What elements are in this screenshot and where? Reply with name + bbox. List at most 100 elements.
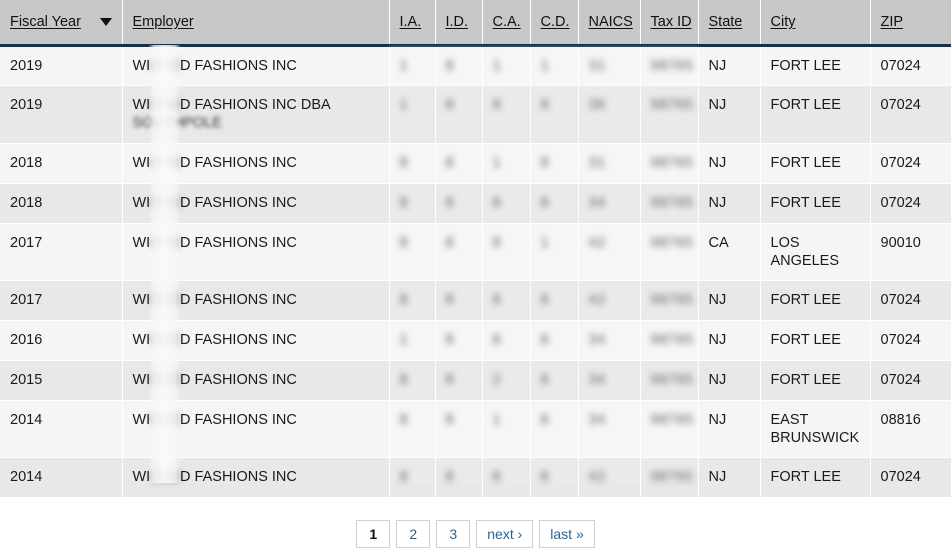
cell-employer: WICKED FASHIONS INC (122, 320, 390, 361)
cell-zip: 07024 (870, 183, 951, 224)
cell-ca: 1 (482, 45, 531, 86)
column-header-label-fiscal-year[interactable]: Fiscal Year (10, 13, 81, 30)
table-row: 2017 WICKED FASHIONS INC 8 8 8 8 42 98765 NJ FORT… (0, 280, 951, 321)
table-header: Fiscal Year Employer I.A. I.D. C.A. (0, 0, 951, 47)
column-header-naics[interactable]: NAICS (578, 0, 641, 47)
cell-fiscal-year: 2018 (0, 183, 123, 224)
column-header-label-tax-id[interactable]: Tax ID (650, 13, 692, 30)
column-header-zip[interactable]: ZIP (870, 0, 951, 47)
column-header-ia[interactable]: I.A. (389, 0, 436, 47)
cell-tax-id: 98765 (640, 360, 699, 401)
cell-ia: 8 (389, 223, 436, 281)
cell-cd: 8 (530, 457, 579, 498)
cell-ia: 8 (389, 143, 436, 184)
cell-tax-id: 98765 (640, 457, 699, 498)
table-row: 2014 WICKED FASHIONS INC 8 8 8 8 42 98765 NJ FORT… (0, 457, 951, 498)
column-header-city[interactable]: City (760, 0, 871, 47)
employer-name: WICKED FASHIONS INC (132, 194, 297, 211)
column-header-label-id[interactable]: I.D. (445, 13, 469, 30)
employer-name: WICKED FASHIONS INC (132, 57, 297, 74)
cell-state: NJ (698, 280, 761, 321)
cell-state: NJ (698, 360, 761, 401)
pagination-last-button[interactable]: last » (539, 519, 595, 548)
cell-zip: 07024 (870, 280, 951, 321)
cell-naics: 34 (578, 183, 641, 224)
column-header-label-cd[interactable]: C.D. (540, 13, 570, 30)
cell-cd: 8 (530, 85, 579, 144)
cell-naics: 42 (578, 280, 641, 321)
cell-naics: 34 (578, 360, 641, 401)
cell-ca: 8 (482, 85, 531, 144)
cell-naics: 36 (578, 85, 641, 144)
column-header-label-zip[interactable]: ZIP (880, 13, 904, 30)
column-header-label-employer[interactable]: Employer (132, 13, 194, 30)
column-header-ca[interactable]: C.A. (482, 0, 531, 47)
cell-naics: 34 (578, 320, 641, 361)
pagination: 1 2 3 next › last » (0, 519, 951, 548)
column-header-fiscal-year[interactable]: Fiscal Year (0, 0, 123, 47)
cell-zip: 90010 (870, 223, 951, 281)
cell-employer: WICKED FASHIONS INC (122, 457, 390, 498)
pagination-current-page: 1 (356, 519, 391, 548)
cell-fiscal-year: 2017 (0, 280, 123, 321)
cell-ca: 1 (482, 400, 531, 458)
cell-naics: 31 (578, 45, 641, 86)
cell-ca: 1 (482, 143, 531, 184)
employer-name: WICKED FASHIONS INC (132, 291, 297, 308)
cell-fiscal-year: 2019 (0, 85, 123, 144)
cell-zip: 07024 (870, 320, 951, 361)
cell-tax-id: 98765 (640, 143, 699, 184)
column-header-id[interactable]: I.D. (435, 0, 483, 47)
cell-id: 8 (435, 280, 483, 321)
employer-results-table: Fiscal Year Employer I.A. I.D. C.A. (0, 0, 951, 498)
cell-city: FORT LEE (760, 45, 871, 86)
cell-city: FORT LEE (760, 360, 871, 401)
cell-ia: 8 (389, 280, 436, 321)
cell-tax-id: 98765 (640, 400, 699, 458)
column-header-label-naics[interactable]: NAICS (588, 13, 633, 30)
employer-name: WICKED FASHIONS INC (132, 331, 297, 348)
pagination-page-3[interactable]: 3 (436, 519, 471, 548)
cell-employer: WICKED FASHIONS INC (122, 400, 390, 458)
cell-employer: WICKED FASHIONS INC (122, 280, 390, 321)
cell-zip: 08816 (870, 400, 951, 458)
cell-employer: WICKED FASHIONS INC (122, 143, 390, 184)
cell-tax-id: 98765 (640, 183, 699, 224)
employer-name: WICKED FASHIONS INC (132, 411, 297, 428)
cell-tax-id: 98765 (640, 85, 699, 144)
cell-employer: WICKED FASHIONS INC (122, 360, 390, 401)
cell-ia: 8 (389, 360, 436, 401)
cell-city: FORT LEE (760, 183, 871, 224)
column-header-cd[interactable]: C.D. (530, 0, 579, 47)
cell-ca: 8 (482, 223, 531, 281)
cell-fiscal-year: 2018 (0, 143, 123, 184)
column-header-label-ca[interactable]: C.A. (492, 13, 521, 30)
pagination-page-2[interactable]: 2 (396, 519, 431, 548)
column-header-tax-id[interactable]: Tax ID (640, 0, 699, 47)
column-header-employer[interactable]: Employer (122, 0, 390, 47)
cell-tax-id: 98765 (640, 223, 699, 281)
cell-cd: 1 (530, 45, 579, 86)
cell-state: NJ (698, 457, 761, 498)
cell-id: 8 (435, 45, 483, 86)
column-header-state[interactable]: State (698, 0, 761, 47)
cell-fiscal-year: 2015 (0, 360, 123, 401)
cell-state: NJ (698, 400, 761, 458)
cell-ia: 1 (389, 85, 436, 144)
cell-id: 8 (435, 223, 483, 281)
cell-employer: WICKED FASHIONS INC (122, 45, 390, 86)
cell-employer: WICKED FASHIONS INC (122, 223, 390, 281)
cell-id: 8 (435, 320, 483, 361)
column-header-label-state[interactable]: State (708, 13, 743, 30)
cell-naics: 42 (578, 457, 641, 498)
cell-city: FORT LEE (760, 143, 871, 184)
pagination-next-button[interactable]: next › (476, 519, 534, 548)
sort-descending-icon[interactable] (99, 17, 112, 26)
cell-ia: 8 (389, 400, 436, 458)
cell-state: NJ (698, 143, 761, 184)
column-header-label-city[interactable]: City (770, 13, 796, 30)
column-header-label-ia[interactable]: I.A. (399, 13, 422, 30)
cell-employer: WICKED FASHIONS INC (122, 183, 390, 224)
cell-ia: 1 (389, 45, 436, 86)
cell-employer: WICKED FASHIONS INC DBA SOUTHPOLE (122, 85, 390, 144)
